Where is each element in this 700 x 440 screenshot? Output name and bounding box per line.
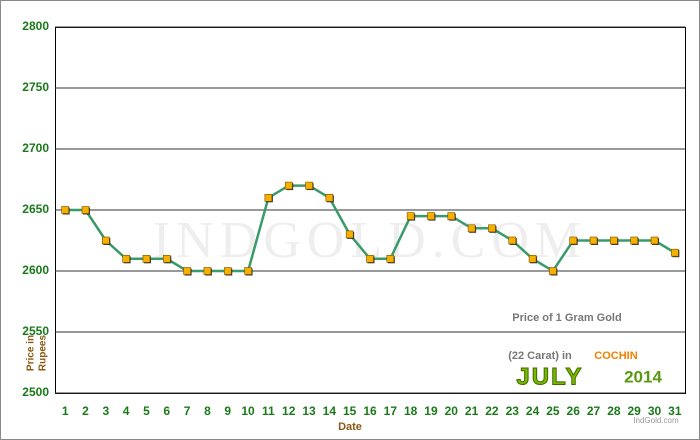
marker [610, 236, 618, 245]
caption-line: Price of 1 Gram Gold [512, 312, 621, 324]
marker [569, 236, 578, 245]
y-tick-label: 2650 [22, 202, 49, 216]
x-tick-label: 7 [184, 404, 191, 418]
x-tick-label: 16 [363, 404, 377, 418]
caption-line: (22 Carat) in [508, 350, 572, 362]
x-tick-label: 30 [648, 404, 662, 418]
marker [142, 255, 151, 263]
y-tick-label: 2550 [22, 324, 49, 338]
marker [102, 236, 110, 245]
caption-year: 2014 [624, 367, 662, 386]
x-tick-label: 11 [262, 404, 275, 418]
x-tick-label: 23 [506, 404, 520, 418]
marker [264, 194, 273, 202]
marker [549, 267, 557, 275]
x-tick-label: 6 [163, 404, 170, 418]
y-axis-label: Rupees [38, 335, 49, 372]
x-tick-label: 12 [282, 404, 296, 418]
x-tick-label: 2 [82, 404, 89, 418]
y-tick-label: 2500 [22, 385, 49, 399]
marker [305, 181, 313, 190]
marker [162, 255, 171, 263]
x-tick-label: 20 [445, 404, 459, 418]
marker [284, 181, 293, 190]
x-tick-label: 22 [485, 404, 499, 418]
x-tick-label: 21 [465, 404, 479, 418]
marker [671, 248, 679, 257]
y-tick-label: 2600 [22, 263, 49, 277]
x-tick-label: 8 [204, 404, 211, 418]
marker [589, 236, 598, 245]
y-tick-label: 2800 [22, 19, 49, 33]
marker [488, 224, 496, 233]
x-tick-label: 26 [567, 404, 581, 418]
y-tick-label: 2750 [22, 80, 49, 94]
x-tick-label: 1 [62, 404, 69, 418]
x-axis-label: Date [338, 421, 362, 433]
x-tick-label: 24 [526, 404, 540, 418]
x-tick-label: 4 [123, 404, 130, 418]
marker [345, 230, 354, 239]
marker [386, 255, 395, 263]
marker [528, 255, 537, 263]
marker [81, 206, 90, 214]
marker [366, 255, 374, 263]
x-tick-label: 14 [323, 404, 337, 418]
marker [223, 267, 232, 275]
marker [325, 194, 334, 202]
x-tick-label: 9 [224, 404, 231, 418]
y-axis-label: Price in [26, 335, 37, 371]
marker [122, 255, 130, 263]
x-tick-label: 17 [384, 404, 398, 418]
marker [203, 267, 212, 275]
x-tick-label: 19 [424, 404, 438, 418]
marker [467, 224, 476, 233]
marker [508, 236, 517, 245]
caption: Price of 1 Gram Gold (22 Carat) in COCHI… [508, 312, 679, 425]
marker [183, 267, 191, 275]
marker [447, 212, 456, 220]
marker [244, 267, 252, 275]
marker [650, 236, 659, 245]
x-tick-label: 29 [628, 404, 642, 418]
x-tick-label: 10 [241, 404, 255, 418]
x-tick-label: 3 [102, 404, 109, 418]
caption-month: JULY [516, 363, 583, 390]
x-tick-label: 25 [546, 404, 560, 418]
x-tick-label: 18 [404, 404, 418, 418]
marker [630, 236, 638, 245]
x-tick-label: 28 [607, 404, 621, 418]
x-tick-label: 13 [302, 404, 316, 418]
marker [406, 212, 415, 220]
x-tick-label: 27 [587, 404, 601, 418]
x-tick-label: 31 [668, 404, 682, 418]
y-tick-label: 2700 [22, 141, 49, 155]
caption-site: IndGold.com [633, 416, 679, 425]
x-tick-label: 5 [143, 404, 150, 418]
x-tick-label: 15 [343, 404, 357, 418]
marker [61, 206, 69, 214]
marker [427, 212, 435, 220]
caption-city: COCHIN [594, 350, 637, 362]
